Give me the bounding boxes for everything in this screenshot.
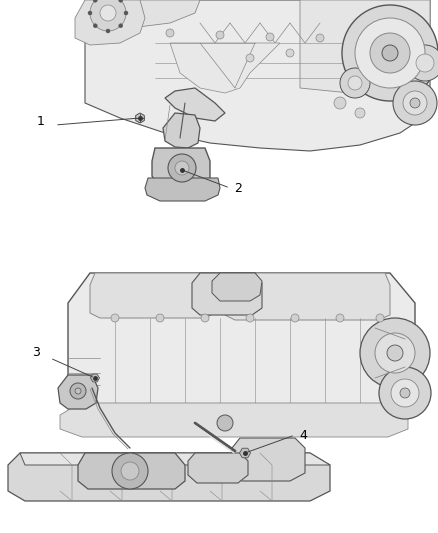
Polygon shape (136, 113, 145, 123)
Polygon shape (145, 178, 220, 201)
Circle shape (376, 314, 384, 322)
Circle shape (407, 45, 438, 81)
Polygon shape (68, 273, 415, 413)
Circle shape (106, 29, 110, 33)
Circle shape (112, 453, 148, 489)
Circle shape (166, 29, 174, 37)
Circle shape (334, 97, 346, 109)
Polygon shape (60, 403, 408, 437)
Circle shape (246, 54, 254, 62)
Circle shape (119, 0, 123, 2)
Polygon shape (8, 453, 330, 501)
Text: 2: 2 (234, 182, 242, 195)
Circle shape (348, 76, 362, 90)
Circle shape (286, 49, 294, 57)
Circle shape (121, 462, 139, 480)
Polygon shape (165, 88, 225, 121)
Polygon shape (163, 113, 200, 148)
Circle shape (382, 45, 398, 61)
Circle shape (70, 383, 86, 399)
Circle shape (124, 11, 128, 15)
Circle shape (246, 314, 254, 322)
Circle shape (391, 379, 419, 407)
Circle shape (201, 314, 209, 322)
Circle shape (156, 314, 164, 322)
Circle shape (119, 24, 123, 28)
Circle shape (266, 33, 274, 41)
Polygon shape (212, 273, 262, 301)
Circle shape (90, 0, 126, 31)
Circle shape (400, 388, 410, 398)
Circle shape (403, 91, 427, 115)
Polygon shape (91, 374, 99, 382)
Circle shape (93, 24, 97, 28)
Circle shape (355, 18, 425, 88)
Polygon shape (300, 0, 430, 93)
Circle shape (387, 345, 403, 361)
Circle shape (168, 154, 196, 182)
Circle shape (111, 314, 119, 322)
Circle shape (216, 31, 224, 39)
Text: 4: 4 (299, 429, 307, 442)
Polygon shape (232, 438, 305, 481)
Polygon shape (90, 0, 200, 28)
Circle shape (416, 54, 434, 72)
Circle shape (340, 68, 370, 98)
Circle shape (393, 81, 437, 125)
Polygon shape (192, 273, 262, 315)
Circle shape (355, 108, 365, 118)
Circle shape (175, 161, 189, 175)
Polygon shape (188, 453, 248, 483)
Polygon shape (75, 0, 145, 45)
Circle shape (75, 388, 81, 394)
Text: 1: 1 (37, 115, 45, 128)
Circle shape (379, 367, 431, 419)
Circle shape (370, 33, 410, 73)
Circle shape (316, 34, 324, 42)
Text: 3: 3 (32, 346, 40, 359)
Circle shape (88, 11, 92, 15)
Circle shape (366, 32, 374, 40)
Polygon shape (78, 453, 185, 489)
Circle shape (136, 114, 144, 122)
Circle shape (336, 314, 344, 322)
Polygon shape (152, 148, 210, 190)
Circle shape (217, 415, 233, 431)
Polygon shape (90, 273, 215, 318)
Polygon shape (170, 43, 280, 93)
Polygon shape (225, 273, 390, 320)
Polygon shape (240, 448, 251, 458)
Circle shape (93, 0, 97, 2)
Circle shape (100, 5, 116, 21)
Circle shape (410, 98, 420, 108)
Circle shape (342, 5, 438, 101)
Polygon shape (20, 453, 330, 465)
Circle shape (241, 449, 249, 457)
Circle shape (360, 318, 430, 388)
Circle shape (291, 314, 299, 322)
Circle shape (375, 333, 415, 373)
Polygon shape (85, 0, 430, 151)
Polygon shape (58, 375, 98, 409)
Polygon shape (0, 273, 438, 533)
Polygon shape (0, 0, 438, 263)
Circle shape (92, 375, 98, 381)
